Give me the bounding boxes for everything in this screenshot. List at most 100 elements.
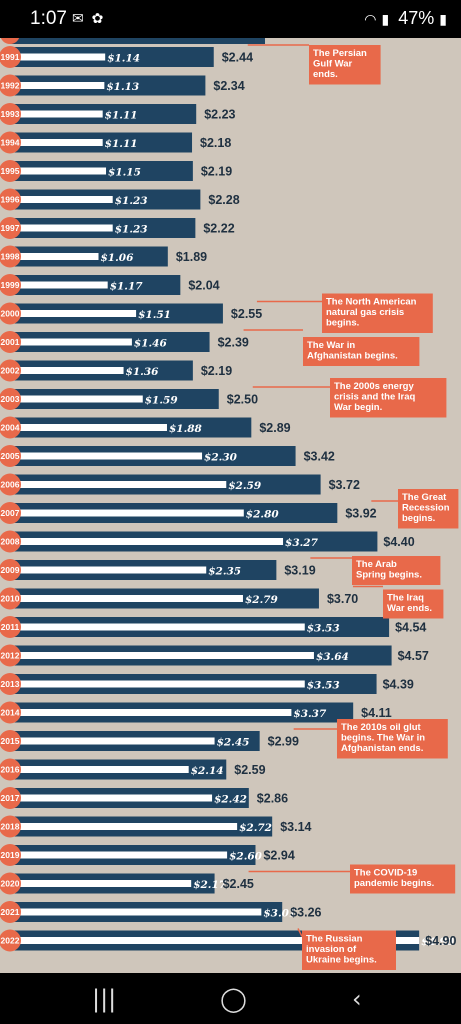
chart-row-2018: $2.72 $3.14 2018 xyxy=(0,815,312,838)
back-button[interactable]: ‹ xyxy=(352,985,362,1013)
total-value-label: $4.90 xyxy=(425,934,456,948)
inner-value-label: $1.14 xyxy=(107,53,140,65)
year-badge xyxy=(0,872,21,895)
chart-bar-total xyxy=(10,75,206,96)
chart-bar-inner xyxy=(10,880,192,887)
chart-bar-inner xyxy=(10,823,238,830)
home-button[interactable]: ◯ xyxy=(220,985,247,1013)
total-value-label: $2.55 xyxy=(231,307,262,321)
year-label: 2013 xyxy=(1,679,20,689)
inner-value-label: $1.06 xyxy=(101,252,135,264)
chart-bar-inner xyxy=(10,908,262,916)
total-value-label: $2.86 xyxy=(257,792,288,806)
year-badge xyxy=(0,673,21,695)
chart-bar-inner xyxy=(10,139,103,146)
total-value-label: $2.19 xyxy=(201,165,232,179)
chart-row-2014: $3.37 $4.11 2014 xyxy=(0,701,392,724)
total-value-label: $4.57 xyxy=(398,649,429,663)
chart-bar-inner xyxy=(10,794,213,802)
chart-bar-inner xyxy=(10,53,106,61)
year-badge xyxy=(0,815,21,838)
year-label: 2002 xyxy=(1,366,20,376)
year-badge xyxy=(0,473,21,496)
inner-value-label: $2.80 xyxy=(246,509,280,521)
annotation-box xyxy=(383,589,444,619)
chart-row-2008: $3.27 $4.40 2008 xyxy=(0,530,415,553)
chart-row-1991: $1.14 $2.44 1991 xyxy=(0,46,253,68)
annotation-box xyxy=(309,45,381,85)
chart-row-2011: $3.53 $4.54 2011 xyxy=(0,616,426,638)
year-badge xyxy=(0,730,21,752)
year-badge xyxy=(0,245,21,268)
annotation-text: The Arab xyxy=(356,559,397,570)
inner-value-label: $1.13 xyxy=(106,81,139,93)
chart-row-2005: $2.30 $3.42 2005 xyxy=(0,445,335,467)
year-label: 2015 xyxy=(1,736,20,746)
total-value-label: $3.26 xyxy=(290,906,321,920)
chart-row-2001: $1.46 $2.39 2001 xyxy=(0,331,249,353)
year-badge xyxy=(0,901,21,923)
year-label: 2009 xyxy=(1,565,20,575)
total-value-label: $3.19 xyxy=(284,564,315,578)
year-label: 2000 xyxy=(1,309,20,319)
gas-price-chart[interactable]: $1.14 $2.44 1991 $1.13 $2.34 1992 $1.11 $2.23 19… xyxy=(0,38,461,973)
annotation-text: The War in xyxy=(307,340,355,351)
chart-bar-inner xyxy=(10,281,108,289)
annotation-box xyxy=(352,556,441,585)
year-badge xyxy=(0,103,21,125)
chart-row-2020: $2.17$2.45 2020 xyxy=(0,872,254,895)
annotation-box xyxy=(398,489,459,529)
total-value-label: $2.39 xyxy=(218,336,249,350)
chart-row-1995: $1.15 $2.19 1995 xyxy=(0,160,232,182)
year-badge xyxy=(0,217,21,239)
year-label: 1995 xyxy=(1,166,20,176)
annotation-text: ends. xyxy=(313,69,338,80)
inner-value-label: $3.01 xyxy=(263,908,296,920)
year-badge xyxy=(0,502,21,524)
chart-row-2010: $2.79 $3.70 2010 xyxy=(0,587,358,610)
chart-bar-inner xyxy=(10,851,228,859)
total-value-label: $4.11 xyxy=(361,706,392,720)
chart-bar-inner xyxy=(10,395,143,403)
year-label: 2014 xyxy=(1,708,20,718)
chart-row-2002: $1.36 $2.19 2002 xyxy=(0,359,232,382)
year-badge xyxy=(0,616,21,638)
signal-icon: ▮ xyxy=(381,11,390,27)
chart-bar-inner xyxy=(10,196,113,203)
chart-row-1992: $1.13 $2.34 1992 xyxy=(0,74,245,97)
annotation-text: The COVID-19 xyxy=(354,868,417,879)
year-label: 2006 xyxy=(1,480,20,490)
year-badge xyxy=(0,701,21,724)
notification-icons: ✉ ✿ xyxy=(72,10,105,27)
annotation-text: The Iraq xyxy=(387,593,424,604)
year-label: 2012 xyxy=(1,651,20,661)
inner-value-label: $3.37 xyxy=(293,708,327,720)
chart-bar-inner xyxy=(10,167,107,175)
chart-row-1999: $1.17 $2.04 1999 xyxy=(0,274,220,296)
chart-bar-total xyxy=(10,47,214,67)
chart-bar-inner xyxy=(10,338,132,346)
recents-button[interactable]: ||| xyxy=(92,985,117,1013)
year-badge xyxy=(0,131,21,154)
inner-value-label: $1.59 xyxy=(145,395,179,407)
inner-value-label: $1.36 xyxy=(126,366,160,378)
year-label: 1994 xyxy=(1,138,20,148)
total-value-label: $4.54 xyxy=(395,621,426,635)
total-value-label: $2.99 xyxy=(268,735,299,749)
chart-bar-inner xyxy=(10,566,207,574)
year-badge xyxy=(0,445,21,467)
annotation-box xyxy=(303,337,420,366)
annotation-text: pandemic begins. xyxy=(354,878,434,889)
year-label: 2001 xyxy=(1,337,20,347)
annotation-text: Gulf War xyxy=(313,59,353,70)
total-value-label: $2.94 xyxy=(263,849,294,863)
chart-row-1998: $1.06 $1.89 1998 xyxy=(0,245,207,268)
year-badge xyxy=(0,331,21,353)
total-value-label: $2.34 xyxy=(213,79,244,93)
wifi-icon: ◠ xyxy=(364,11,377,27)
year-badge xyxy=(0,74,21,97)
